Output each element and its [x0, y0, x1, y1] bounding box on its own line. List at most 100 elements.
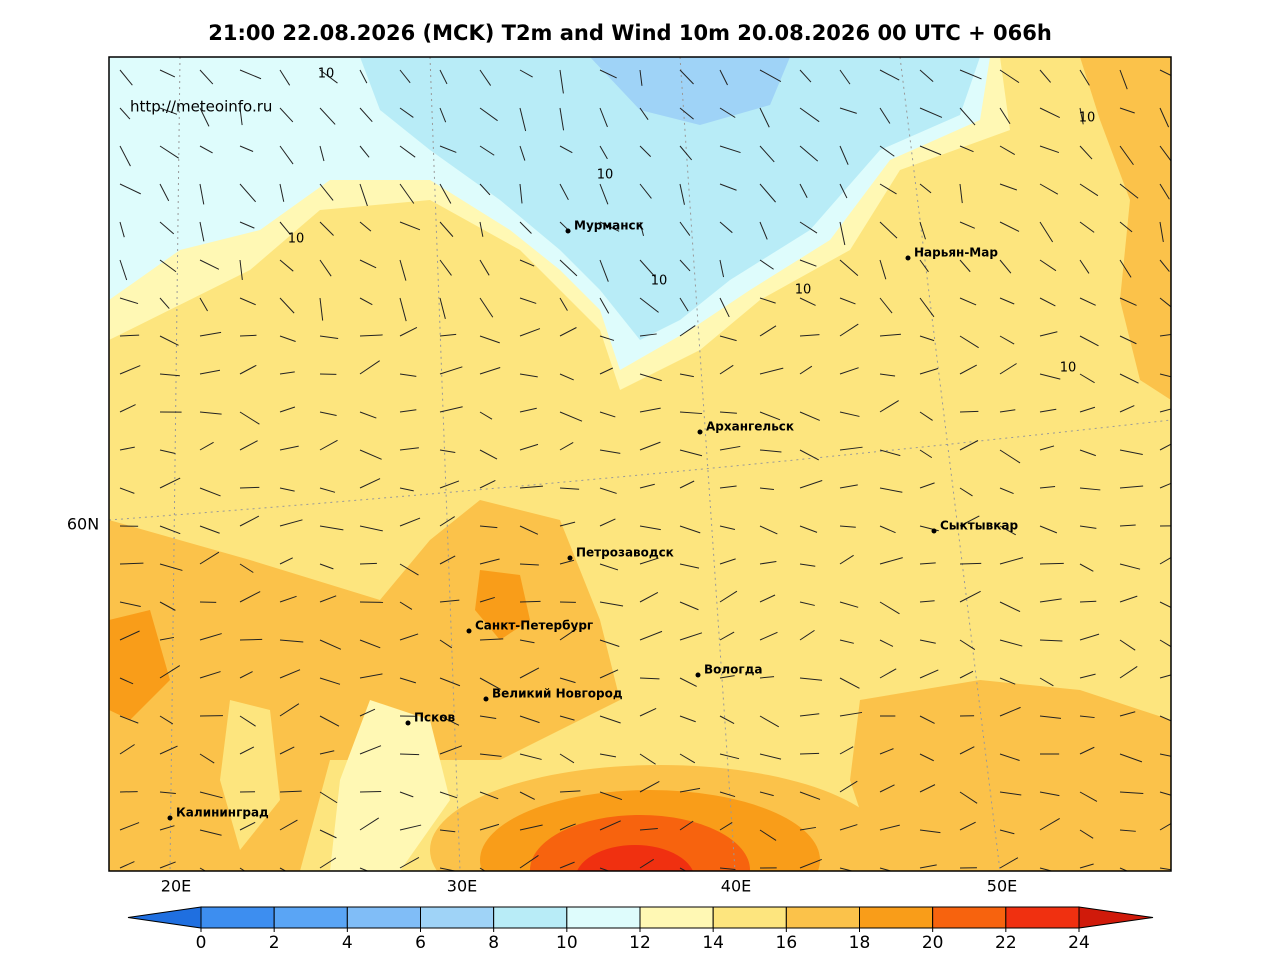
wind-barb	[639, 557, 659, 565]
wind-barb	[759, 560, 777, 565]
city-dot	[931, 528, 937, 534]
wind-barb	[359, 562, 377, 565]
wind-barb	[879, 748, 894, 755]
colorbar-segment	[273, 906, 348, 929]
wind-barb	[519, 715, 540, 724]
wind-barb	[239, 715, 256, 727]
wind-barb	[719, 297, 730, 318]
wind-barb	[719, 221, 733, 234]
wind-barb	[439, 183, 452, 204]
wind-barb	[479, 297, 494, 318]
wind-barb	[599, 259, 609, 282]
wind-barb	[159, 525, 181, 535]
colorbar: 0 2 4 6 8 10 12 14 16 18 20 22 24	[127, 906, 1154, 953]
wind-barb	[1159, 373, 1171, 378]
wind-barb	[999, 857, 1019, 869]
wind-barb	[759, 487, 775, 491]
wind-barb	[1039, 677, 1054, 687]
wind-barb	[999, 557, 1024, 565]
wind-barb	[399, 107, 414, 118]
wind-barb	[599, 449, 621, 454]
wind-barb	[1079, 297, 1096, 306]
wind-barb	[839, 484, 858, 489]
wind-barb	[1119, 107, 1135, 114]
wind-barb	[119, 677, 134, 685]
wind-barb	[599, 715, 621, 724]
wind-barb	[439, 333, 457, 337]
wind-barb	[199, 441, 214, 451]
wind-barb	[879, 668, 897, 679]
wind-barb	[679, 411, 703, 415]
wind-barb	[319, 439, 338, 451]
wind-barb	[559, 145, 573, 154]
wind-barb	[439, 449, 456, 453]
wind-barb	[1079, 449, 1096, 457]
wind-barb	[799, 449, 819, 461]
wind-barb	[479, 753, 502, 757]
wind-barb	[799, 145, 819, 162]
wind-barb	[559, 327, 577, 337]
wind-barb	[359, 449, 382, 460]
wind-barb	[439, 677, 461, 687]
wind-barb	[279, 557, 293, 565]
wind-barb	[1119, 639, 1136, 651]
city-dot	[565, 228, 571, 234]
wind-barb	[599, 820, 621, 831]
wind-barb	[279, 819, 298, 831]
wind-barb	[359, 360, 380, 375]
wind-barb	[199, 145, 213, 154]
wind-barb	[599, 518, 616, 527]
wind-barb	[799, 259, 817, 267]
wind-barb	[559, 559, 575, 565]
wind-barb	[1119, 221, 1133, 233]
wind-barb	[279, 703, 300, 717]
region	[360, 57, 980, 340]
wind-barb	[519, 107, 527, 132]
wind-barb	[519, 145, 526, 161]
wind-barb	[879, 183, 897, 195]
wind-barb	[679, 69, 694, 85]
wind-barb	[279, 183, 285, 202]
wind-barb	[1039, 818, 1060, 831]
wind-barb	[159, 221, 175, 235]
wind-barb	[1119, 449, 1143, 456]
wind-barb	[799, 826, 816, 831]
wind-barb	[1119, 791, 1144, 794]
longitude-label: 50E	[987, 877, 1017, 896]
wind-barb	[959, 639, 976, 651]
wind-barb	[1079, 791, 1098, 802]
wind-barb	[119, 183, 141, 195]
wind-barb	[279, 669, 301, 679]
wind-barb	[999, 639, 1023, 647]
wind-barb	[1119, 69, 1128, 90]
region	[475, 570, 530, 640]
wind-barb	[679, 753, 696, 764]
wind-barb	[1119, 524, 1136, 527]
colorbar-tick-label: 0	[196, 933, 207, 953]
wind-barb	[679, 563, 700, 569]
wind-barb	[1079, 746, 1095, 755]
longitude-label: 30E	[447, 877, 477, 896]
wind-barb	[1039, 598, 1062, 603]
wind-barb	[119, 601, 141, 608]
wind-barb	[679, 297, 689, 312]
wind-barb	[439, 639, 453, 649]
source-url: http://meteoinfo.ru	[130, 98, 272, 116]
wind-barb	[639, 107, 649, 120]
wind-barb	[879, 639, 894, 647]
wind-barb	[519, 407, 537, 413]
wind-barb	[839, 411, 860, 417]
wind-barb	[479, 638, 504, 641]
wind-barb	[999, 259, 1012, 274]
wind-barb	[799, 221, 818, 234]
wind-barb	[1039, 107, 1060, 118]
region	[220, 700, 280, 850]
wind-barb	[439, 69, 448, 85]
wind-barb	[959, 183, 963, 204]
wind-barb	[759, 676, 775, 679]
wind-barb	[639, 145, 652, 158]
wind-barb	[239, 671, 253, 679]
wind-barb	[639, 69, 643, 86]
wind-barb	[119, 334, 140, 337]
wind-barb	[119, 221, 125, 238]
